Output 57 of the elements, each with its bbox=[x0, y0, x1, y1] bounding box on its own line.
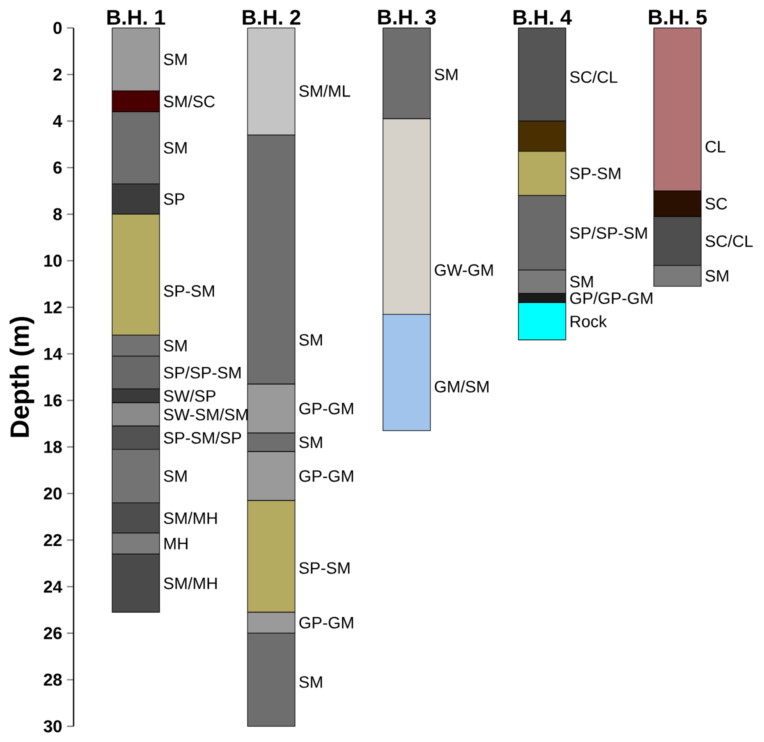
annotation: SM/ML bbox=[299, 84, 350, 97]
y-tick-label: 28 bbox=[44, 674, 62, 686]
x-tick-label: B.H. 3 bbox=[378, 10, 436, 25]
annotation: SM/MH bbox=[164, 577, 217, 590]
annotation: SP/SP-SM bbox=[570, 226, 647, 239]
annotation: SC/CL bbox=[570, 70, 618, 83]
y-tick-label: 8 bbox=[53, 208, 62, 220]
annotation: GP/GP-GM bbox=[570, 292, 652, 304]
annotation: GW-GM bbox=[434, 264, 493, 276]
y-tick-label: 16 bbox=[44, 394, 62, 406]
annotation: SM bbox=[570, 276, 593, 288]
y-tick-label: 26 bbox=[44, 627, 62, 640]
y-tick-label: 4 bbox=[53, 115, 62, 127]
y-tick-label: 24 bbox=[44, 580, 62, 593]
y-tick-label: 12 bbox=[44, 301, 62, 314]
annotation: SM bbox=[299, 676, 322, 688]
x-tick-label: B.H. 4 bbox=[514, 10, 572, 25]
annotation: SP/SP-SM bbox=[164, 366, 241, 379]
annotation: GP-GM bbox=[299, 470, 354, 482]
y-tick-label: 0 bbox=[53, 22, 62, 34]
annotation: CL bbox=[706, 140, 726, 152]
y-tick-label: 6 bbox=[53, 162, 62, 174]
annotation: SM/MH bbox=[164, 512, 217, 524]
annotation: SM bbox=[164, 54, 187, 66]
annotation: SM bbox=[706, 270, 728, 282]
y-axis-title: Depth (m) bbox=[10, 316, 34, 437]
annotation: SM/SC bbox=[164, 95, 215, 108]
x-tick-label: B.H. 2 bbox=[242, 10, 300, 25]
annotation: SP-SM/SP bbox=[164, 432, 242, 444]
annotation: SM bbox=[164, 142, 187, 154]
annotation: Rock bbox=[570, 315, 607, 328]
y-tick-label: 18 bbox=[44, 440, 62, 454]
y-tick-label: 14 bbox=[44, 348, 62, 360]
y-tick-label: 20 bbox=[44, 487, 62, 500]
annotation: SP-SM bbox=[299, 562, 350, 574]
y-tick-label: 10 bbox=[44, 254, 62, 267]
annotation: GP-GM bbox=[299, 616, 354, 629]
annotation: GP-GM bbox=[299, 402, 354, 414]
annotation: SP-SM bbox=[570, 168, 620, 180]
y-tick-label: 22 bbox=[44, 534, 62, 546]
annotation: SM bbox=[299, 436, 322, 448]
annotation: SM bbox=[299, 334, 322, 346]
annotation: SP bbox=[164, 193, 184, 205]
annotation: SC/CL bbox=[706, 234, 753, 247]
x-tick-label: B.H. 5 bbox=[649, 10, 707, 25]
y-tick-label: 2 bbox=[53, 68, 62, 80]
annotation: SW-SM/SM bbox=[164, 408, 248, 420]
annotation: SP-SM bbox=[164, 285, 214, 297]
annotation: SM bbox=[164, 470, 187, 482]
y-tick-label: 30 bbox=[44, 720, 62, 732]
annotation: SW/SP bbox=[164, 390, 216, 402]
annotation: MH bbox=[164, 538, 188, 550]
annotation: GM/SM bbox=[434, 380, 488, 392]
annotation: SM bbox=[434, 68, 458, 80]
annotation: SM bbox=[164, 340, 187, 352]
x-tick-label: B.H. 1 bbox=[107, 10, 166, 25]
annotation: SC bbox=[706, 198, 728, 210]
